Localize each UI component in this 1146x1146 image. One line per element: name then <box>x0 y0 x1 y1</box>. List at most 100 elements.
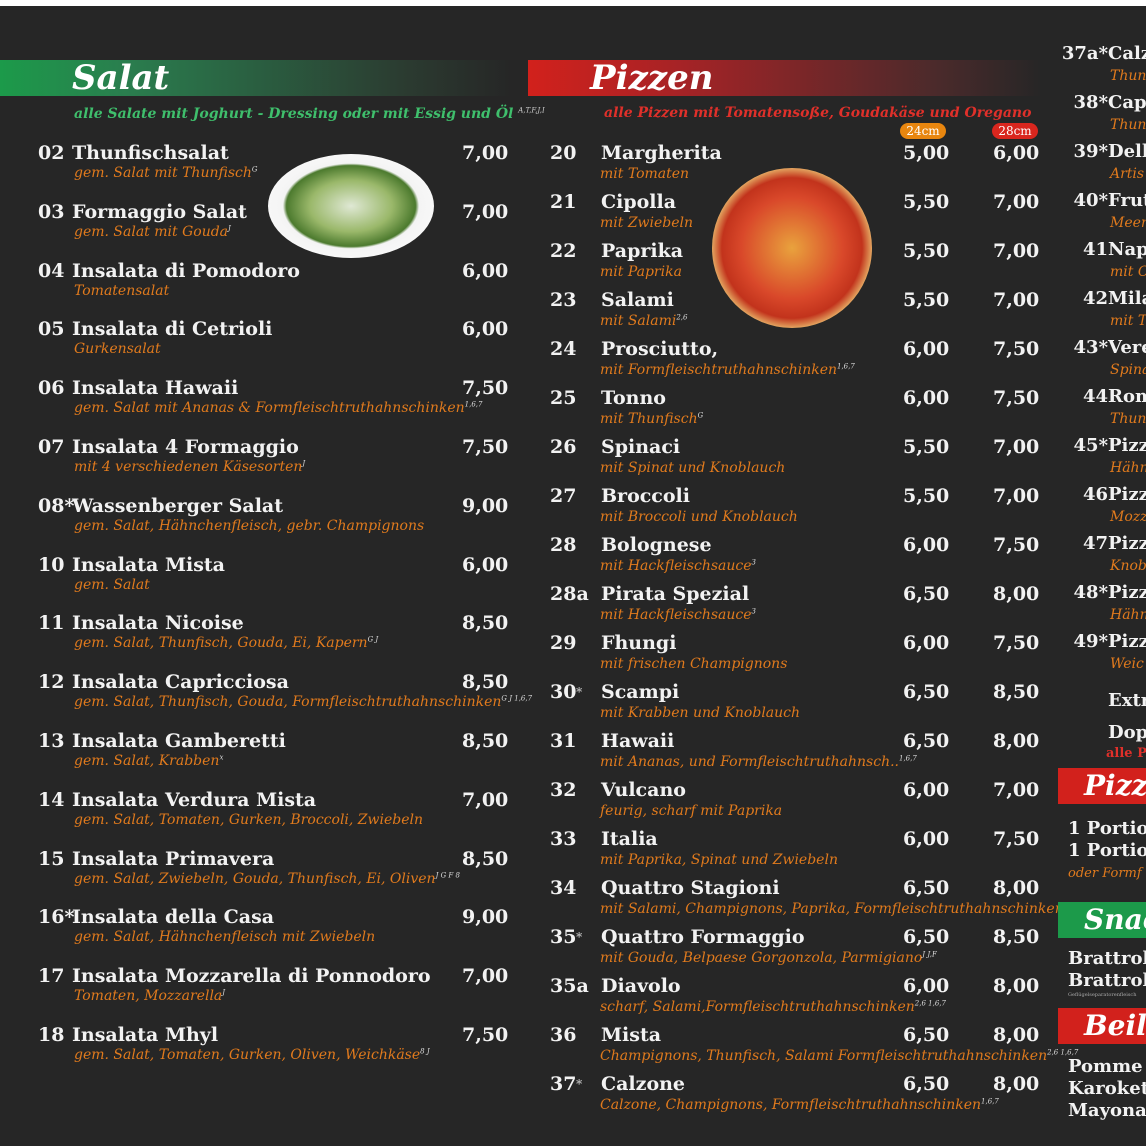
side-3: Mayona <box>1068 1100 1146 1121</box>
pizza-item-desc: mit Paprika, Spinat und Zwiebeln <box>600 852 838 868</box>
pizza-item-name: Broccoli <box>601 485 690 507</box>
pizza-item-name: Fhungi <box>601 632 677 654</box>
salat-item-desc-text: gem. Salat mit Thunfisch <box>74 165 252 181</box>
pizza-item-number: 33 <box>550 828 577 850</box>
allergen-note: J J,F <box>922 950 937 959</box>
pizza-item-number: 30 <box>550 681 577 703</box>
pizza-item-name: Hawaii <box>601 730 675 752</box>
salat-item-price: 7,50 <box>462 436 509 458</box>
pizza-item-desc-text: mit Paprika <box>600 264 682 280</box>
salat-item-number: 04 <box>38 259 65 282</box>
salat-item-price: 7,50 <box>462 377 509 400</box>
salat-item-desc-text: Tomaten, Mozzarella <box>74 988 223 1005</box>
salat-item-number: 08* <box>38 494 75 517</box>
salat-item-desc: gem. Salat mit Ananas & Formfleischtruth… <box>74 400 482 416</box>
pizza-item-number: 22 <box>550 240 577 262</box>
salat-item-number: 12 <box>38 671 65 694</box>
allergen-note: 3 <box>751 558 756 567</box>
pizza-item-number: 37 <box>550 1073 577 1095</box>
pizza-item-number: 29 <box>550 632 577 654</box>
right-item-desc: Mozz <box>1110 509 1146 525</box>
pizza-price-28cm: 8,00 <box>993 1073 1040 1095</box>
right-item-number: 43* <box>1073 337 1108 358</box>
salat-item-name: Wassenberger Salat <box>72 494 284 517</box>
pizza-item-desc-text: scharf, Salami,Formfleischtruthahnschink… <box>600 999 915 1015</box>
allergen-note: x <box>219 753 224 762</box>
right-item-number: 40* <box>1073 190 1108 211</box>
salat-item-price: 7,00 <box>462 200 509 223</box>
salat-item-price: 6,00 <box>462 259 509 282</box>
pizza-item-name: Quattro Formaggio <box>601 926 805 948</box>
pizza-price-24cm: 6,00 <box>903 779 950 801</box>
pizza-item-desc: mit frischen Champignons <box>600 656 787 672</box>
right-item-name: Pizz <box>1108 631 1146 652</box>
salat-item-desc: gem. Salat, Hähnchenfleisch, gebr. Champ… <box>74 518 424 534</box>
salat-item-name: Insalata Capricciosa <box>72 671 289 694</box>
pizza-price-24cm: 5,50 <box>903 485 950 507</box>
salat-item-desc: gem. Salat, Tomaten, Gurken, Oliven, Wei… <box>74 1047 430 1063</box>
pizza-price-24cm: 6,50 <box>903 926 950 948</box>
right-item-number: 41 <box>1082 239 1108 260</box>
pizza-item-desc: mit ThunfischG <box>600 411 703 427</box>
pizza-price-28cm: 6,00 <box>993 142 1040 164</box>
pizza-price-24cm: 5,00 <box>903 142 950 164</box>
right-item-name: Dell <box>1108 141 1146 162</box>
pizza-item-star: * <box>576 1077 583 1091</box>
pizza-item-desc: mit Krabben und Knoblauch <box>600 705 800 721</box>
salat-item-price: 6,00 <box>462 553 509 576</box>
right-item-name: Nap <box>1108 239 1146 260</box>
pizza-item-number: 21 <box>550 191 577 213</box>
pizza-price-24cm: 6,50 <box>903 583 950 605</box>
pizza-item-desc: mit Tomaten <box>600 166 689 182</box>
salat-item-desc-text: gem. Salat, Hähnchenfleisch mit Zwiebeln <box>74 929 376 946</box>
salat-item-number: 14 <box>38 788 65 811</box>
salat-subtitle-note: A,T,F,J,I <box>518 106 545 115</box>
salat-item-desc-text: gem. Salat, Tomaten, Gurken, Oliven, Wei… <box>74 1047 421 1063</box>
pizza-price-28cm: 7,00 <box>993 191 1040 213</box>
pizza-price-28cm: 8,00 <box>993 877 1040 899</box>
pizza-price-24cm: 6,00 <box>903 828 950 850</box>
allergen-note: 1,6,7 <box>837 362 855 371</box>
salat-item-price: 6,00 <box>462 318 509 341</box>
double-label: Dop <box>1108 722 1146 743</box>
pizza-item-name: Spinaci <box>601 436 681 458</box>
right-item-desc: mit T <box>1110 313 1146 329</box>
pizza-price-24cm: 6,50 <box>903 1073 950 1095</box>
salat-item-desc-text: gem. Salat <box>74 576 150 593</box>
salat-item-desc: Tomaten, MozzarellaJ <box>74 988 225 1004</box>
pizza-price-24cm: 6,50 <box>903 877 950 899</box>
pizza-item-desc: Champignons, Thunfisch, Salami Formfleis… <box>600 1048 1078 1064</box>
salat-subtitle: alle Salate mit Joghurt - Dressing oder … <box>74 106 545 122</box>
size-28cm-badge: 28cm <box>992 123 1038 139</box>
salat-item-desc: gem. Salat, Hähnchenfleisch mit Zwiebeln <box>74 929 375 945</box>
salat-item-price: 7,00 <box>462 965 509 988</box>
pizzen-header: Pizzen <box>528 58 1042 98</box>
pizza-item-desc: mit Hackfleischsauce3 <box>600 607 756 623</box>
salat-item-number: 16* <box>38 906 75 929</box>
salat-item-number: 17 <box>38 965 65 988</box>
right-item-desc: Hähn <box>1110 460 1146 476</box>
pizza-item-desc-text: mit Formfleischtruthahnschinken <box>600 362 837 378</box>
salat-item-name: Insalata Nicoise <box>72 612 244 635</box>
salat-item-name: Insalata di Pomodoro <box>72 259 300 282</box>
top-border <box>0 0 1146 6</box>
allergen-note: 8 J <box>420 1047 430 1056</box>
pizza-item-name: Cipolla <box>601 191 677 213</box>
pizza-price-24cm: 6,00 <box>903 975 950 997</box>
side-2: Karoket <box>1068 1078 1146 1099</box>
salat-item-desc-text: Tomatensalat <box>74 282 170 299</box>
pizza-price-28cm: 7,50 <box>993 387 1040 409</box>
salat-item-name: Insalata Primavera <box>72 847 275 870</box>
salat-item-name: Insalata della Casa <box>72 906 275 929</box>
salat-item-name: Insalata Mozzarella di Ponnodoro <box>72 965 431 988</box>
right-item-desc: Meer <box>1110 215 1146 231</box>
salat-item-price: 9,00 <box>462 494 509 517</box>
pizza-item-desc-text: mit Salami, Champignons, Paprika, Formfl… <box>600 901 1064 917</box>
pizza-item-name: Diavolo <box>601 975 681 997</box>
salat-item-number: 18 <box>38 1024 65 1046</box>
pizza-item-number: 32 <box>550 779 577 801</box>
pizza-price-28cm: 8,50 <box>993 926 1040 948</box>
portion-2: 1 Portio <box>1068 840 1146 861</box>
pizza-item-name: Calzone <box>601 1073 686 1095</box>
double-note: alle P <box>1106 746 1146 761</box>
